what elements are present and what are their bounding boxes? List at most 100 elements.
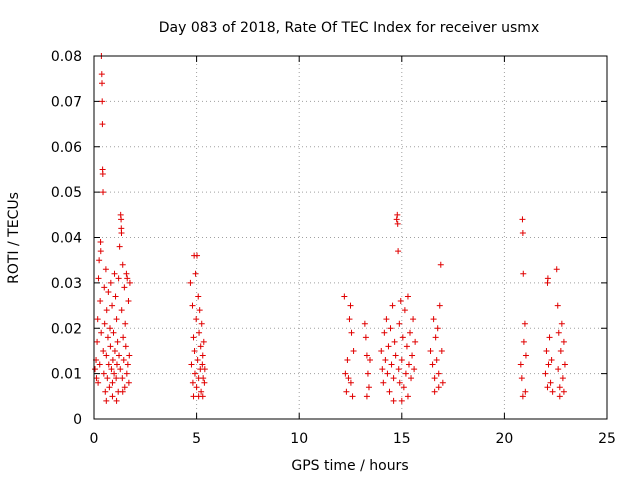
y-tick-label: 0.08 bbox=[51, 49, 82, 65]
data-point bbox=[431, 375, 438, 382]
data-point bbox=[102, 388, 109, 395]
data-point bbox=[363, 393, 370, 400]
data-point bbox=[190, 393, 197, 400]
data-point bbox=[100, 370, 107, 377]
data-point bbox=[390, 397, 397, 404]
data-point bbox=[522, 388, 529, 395]
data-point bbox=[115, 275, 122, 282]
data-point bbox=[98, 329, 105, 336]
x-tick-label: 10 bbox=[290, 431, 308, 447]
data-point bbox=[429, 361, 436, 368]
data-point bbox=[435, 370, 442, 377]
data-point bbox=[96, 257, 103, 264]
data-point bbox=[361, 320, 368, 327]
data-point bbox=[103, 397, 110, 404]
data-point bbox=[381, 329, 388, 336]
data-point bbox=[193, 316, 200, 323]
grid-lines bbox=[94, 56, 607, 419]
data-point bbox=[111, 347, 118, 354]
data-point bbox=[102, 266, 109, 273]
data-point bbox=[546, 334, 553, 341]
data-point bbox=[119, 375, 126, 382]
data-point bbox=[399, 334, 406, 341]
data-point bbox=[111, 370, 118, 377]
data-point bbox=[401, 307, 408, 314]
data-point bbox=[121, 384, 128, 391]
data-point bbox=[391, 338, 398, 345]
data-point bbox=[343, 388, 350, 395]
data-point bbox=[112, 293, 119, 300]
data-point bbox=[105, 288, 112, 295]
data-point bbox=[126, 352, 133, 359]
data-point bbox=[344, 357, 351, 364]
data-point bbox=[125, 379, 132, 386]
data-point bbox=[100, 347, 107, 354]
data-point bbox=[113, 397, 120, 404]
data-point bbox=[520, 270, 527, 277]
y-tick-label: 0.02 bbox=[51, 321, 82, 337]
data-point bbox=[125, 298, 132, 305]
data-point bbox=[97, 298, 104, 305]
x-tick-label: 20 bbox=[495, 431, 513, 447]
data-point bbox=[521, 320, 528, 327]
data-point bbox=[387, 325, 394, 332]
data-point bbox=[113, 375, 120, 382]
data-point bbox=[380, 379, 387, 386]
data-point bbox=[201, 366, 208, 373]
data-point bbox=[518, 375, 525, 382]
data-point bbox=[558, 320, 565, 327]
data-point bbox=[395, 366, 402, 373]
data-point bbox=[364, 370, 371, 377]
data-point bbox=[412, 338, 419, 345]
data-point bbox=[542, 370, 549, 377]
data-point bbox=[433, 357, 440, 364]
data-point bbox=[123, 370, 130, 377]
data-point bbox=[346, 316, 353, 323]
data-point bbox=[96, 361, 103, 368]
data-point bbox=[411, 366, 418, 373]
data-point bbox=[436, 302, 443, 309]
data-point bbox=[94, 338, 101, 345]
data-point bbox=[555, 329, 562, 336]
data-point bbox=[427, 347, 434, 354]
data-point bbox=[94, 316, 101, 323]
data-point bbox=[195, 293, 202, 300]
data-point bbox=[107, 279, 114, 286]
data-point bbox=[553, 266, 560, 273]
data-point bbox=[432, 334, 439, 341]
data-point bbox=[543, 347, 550, 354]
data-point bbox=[120, 357, 127, 364]
data-point bbox=[544, 275, 551, 282]
data-point bbox=[99, 170, 106, 177]
data-point bbox=[439, 379, 446, 386]
data-point bbox=[99, 121, 106, 128]
data-point bbox=[97, 248, 104, 255]
data-point bbox=[113, 316, 120, 323]
data-point bbox=[194, 252, 201, 259]
data-point bbox=[397, 298, 404, 305]
data-point bbox=[107, 343, 114, 350]
data-point bbox=[107, 325, 114, 332]
data-point bbox=[110, 329, 117, 336]
data-point bbox=[347, 379, 354, 386]
data-point bbox=[199, 393, 206, 400]
x-axis-label: GPS time / hours bbox=[291, 458, 408, 474]
data-point bbox=[348, 329, 355, 336]
data-point bbox=[104, 334, 111, 341]
data-point bbox=[101, 284, 108, 291]
data-point bbox=[342, 370, 349, 377]
data-point bbox=[114, 338, 121, 345]
data-point bbox=[362, 334, 369, 341]
data-point bbox=[382, 357, 389, 364]
data-point bbox=[124, 275, 131, 282]
data-point bbox=[522, 352, 529, 359]
data-point bbox=[560, 388, 567, 395]
data-point bbox=[119, 261, 126, 268]
data-point bbox=[519, 229, 526, 236]
data-point bbox=[363, 352, 370, 359]
data-point bbox=[100, 189, 107, 196]
data-point bbox=[434, 325, 441, 332]
data-point bbox=[124, 361, 131, 368]
